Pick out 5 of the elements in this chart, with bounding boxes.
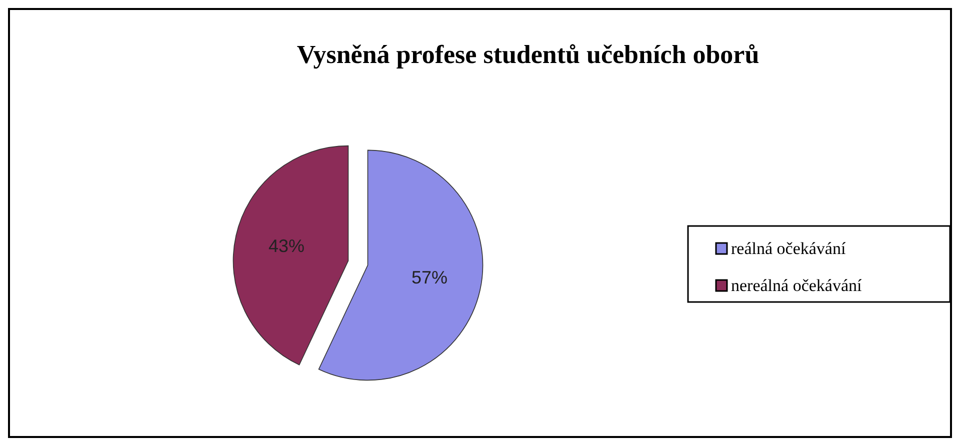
- legend-label: reálná očekávání: [731, 239, 846, 258]
- legend-label: nereálná očekávání: [731, 276, 862, 295]
- data-label: 57%: [411, 268, 448, 288]
- data-label: 43%: [268, 236, 305, 256]
- chart-title: Vysněná profese studentů učebních oborů: [296, 40, 760, 69]
